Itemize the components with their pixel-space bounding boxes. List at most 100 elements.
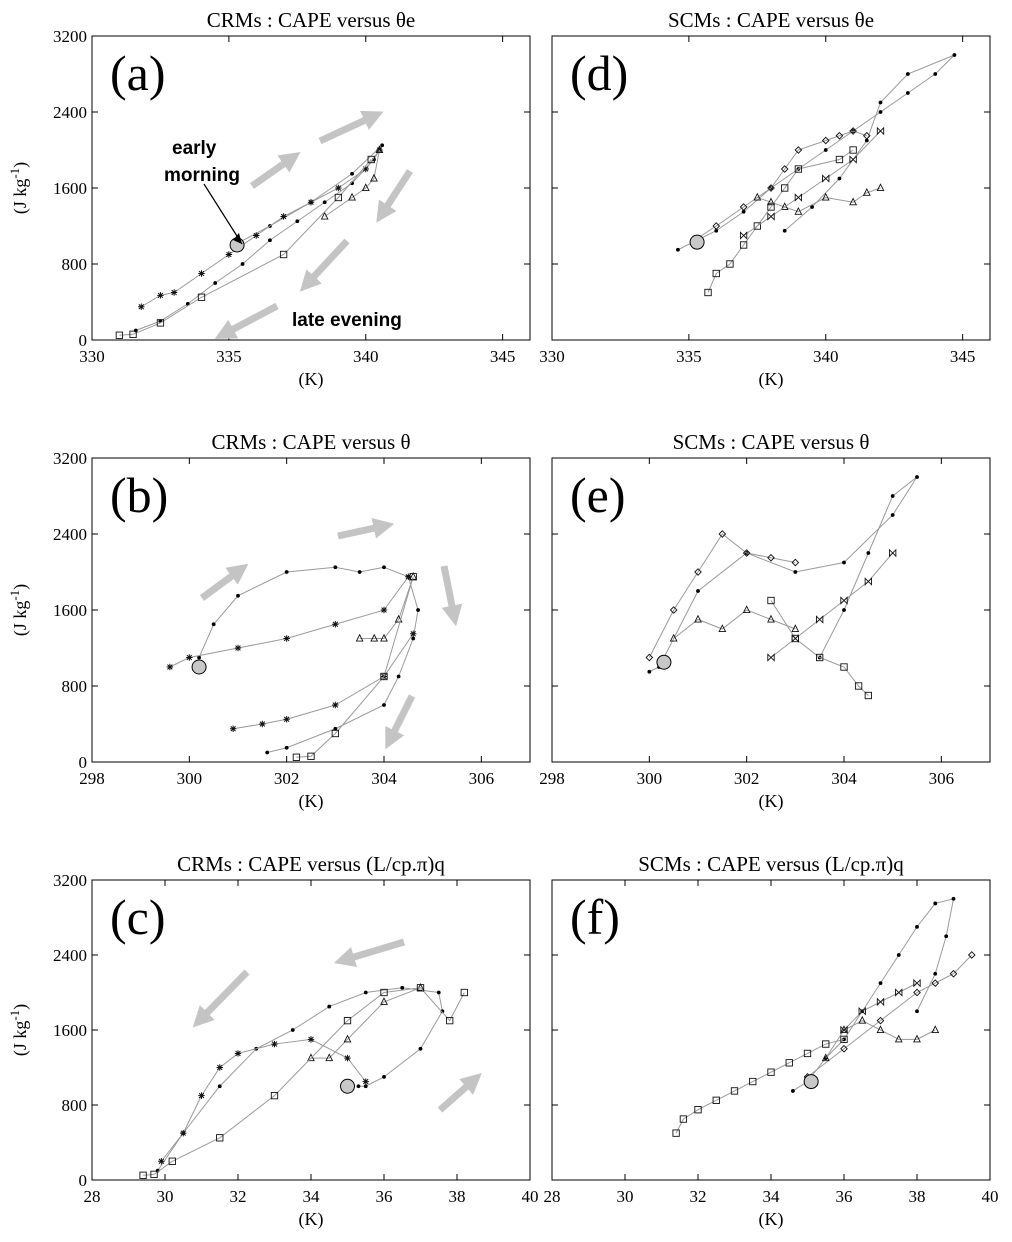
data-point-diamond (694, 568, 702, 576)
data-point-dot (333, 565, 338, 570)
y-label-sup: -1 (7, 168, 22, 179)
data-point-bowtie (739, 231, 748, 240)
series-line-diamond (648, 533, 796, 658)
data-point-dot (842, 560, 846, 565)
x-tick-label: 345 (490, 347, 516, 366)
data-point-dot (333, 726, 338, 731)
data-point-dot (382, 1074, 386, 1079)
data-point-dot (236, 593, 240, 598)
data-point-square (712, 269, 720, 278)
data-point-star (405, 573, 412, 580)
data-point-dot (952, 53, 957, 57)
data-point-triangle (394, 614, 403, 623)
y-tick-label: 1600 (53, 179, 87, 198)
data-point-square (129, 330, 137, 338)
x-tick-label: 30 (617, 1187, 634, 1206)
data-point-dot (933, 72, 938, 76)
data-point-bowtie (864, 577, 872, 586)
data-point-dot (284, 745, 289, 750)
data-point-square (416, 984, 425, 992)
data-point-triangle (894, 1034, 903, 1043)
panel-label: (f) (570, 889, 620, 945)
data-point-triangle (348, 192, 356, 201)
data-point-diamond (876, 1016, 885, 1025)
y-label-main: (J kg (10, 179, 31, 215)
y-label-close: ) (10, 1004, 31, 1010)
trend-arrow (337, 517, 395, 540)
data-point-star (198, 1092, 205, 1099)
x-axis-label: (K) (759, 369, 784, 390)
data-point-diamond (712, 222, 721, 230)
y-tick-label: 3200 (53, 449, 87, 468)
y-tick-label: 0 (79, 753, 88, 772)
data-point-dot (418, 1046, 423, 1051)
x-tick-label: 304 (831, 769, 857, 788)
trend-arrow (333, 938, 406, 968)
data-point-diamond (794, 146, 803, 154)
data-point-dot (793, 570, 798, 574)
data-point-triangle (343, 1034, 352, 1043)
data-point-square (730, 1087, 739, 1095)
x-tick-label: 32 (690, 1187, 707, 1206)
data-point-dot (290, 1028, 295, 1032)
data-point-star (283, 635, 290, 642)
panel-label: (d) (570, 45, 628, 101)
data-point-star (332, 621, 339, 628)
data-point-bowtie (849, 155, 857, 164)
data-point-diamond (821, 136, 830, 145)
y-tick-label: 800 (62, 255, 88, 274)
y-tick-label: 2400 (53, 103, 87, 122)
panel-title: SCMs : CAPE versus θe (668, 8, 874, 32)
y-tick-label: 1600 (53, 601, 87, 620)
panel-title: SCMs : CAPE versus θ (673, 430, 870, 454)
data-point-dot (866, 551, 871, 555)
data-point-triangle (325, 1053, 334, 1062)
series-line-dot (157, 987, 443, 1171)
data-point-bowtie (895, 988, 903, 997)
start-marker (191, 659, 207, 675)
data-point-triangle (694, 614, 702, 623)
data-point-triangle (840, 1025, 848, 1034)
data-point-square (694, 1106, 702, 1114)
panel-a: CRMs : CAPE versus θe (a) 0 800 1600 2400 3200… (7, 8, 531, 390)
data-point-dot (696, 589, 700, 593)
data-point-triangle (913, 1034, 921, 1043)
data-point-bowtie (767, 212, 775, 221)
panel-label: (c) (110, 889, 166, 945)
data-point-triangle (876, 183, 885, 192)
y-label-sup: -1 (7, 590, 22, 601)
series-line-diamond (807, 954, 973, 1078)
data-point-bowtie (876, 126, 885, 136)
x-tick-label: 302 (734, 769, 760, 788)
data-point-dot (933, 901, 938, 906)
data-point-triangle (794, 206, 803, 215)
x-tick-label: 300 (177, 769, 203, 788)
data-point-dot (380, 143, 385, 148)
data-point-bowtie (840, 1025, 848, 1035)
data-point-triangle (355, 633, 364, 642)
data-point-square (292, 753, 301, 761)
data-point-square (794, 165, 803, 173)
data-point-bowtie (858, 1006, 866, 1016)
data-point-triangle (767, 197, 775, 206)
data-point-dot (951, 896, 956, 901)
data-point-dot (915, 924, 919, 929)
x-axis-label: (K) (299, 369, 324, 390)
trend-arrow (249, 151, 301, 189)
x-tick-label: 298 (79, 769, 105, 788)
x-tick-label: 40 (982, 1187, 999, 1206)
data-point-square (331, 729, 339, 738)
data-point-diamond (718, 530, 727, 538)
x-tick-label: 302 (274, 769, 300, 788)
data-point-star (283, 716, 290, 723)
x-tick-label: 30 (157, 1187, 174, 1206)
panel-c: CRMs : CAPE versus (L/cp.π)q (c) 0 800 1600 2… (7, 852, 539, 1230)
data-point-star (344, 1054, 351, 1062)
title-prefix: SCMs : CAPE versus (673, 430, 860, 454)
y-tick-label: 3200 (53, 27, 87, 46)
title-prefix: CRMs : CAPE versus (211, 430, 400, 454)
data-point-triangle (320, 211, 329, 220)
annotation-morning: morning (164, 165, 240, 186)
x-axis-label: (K) (759, 1209, 784, 1230)
data-point-triangle (791, 624, 800, 633)
